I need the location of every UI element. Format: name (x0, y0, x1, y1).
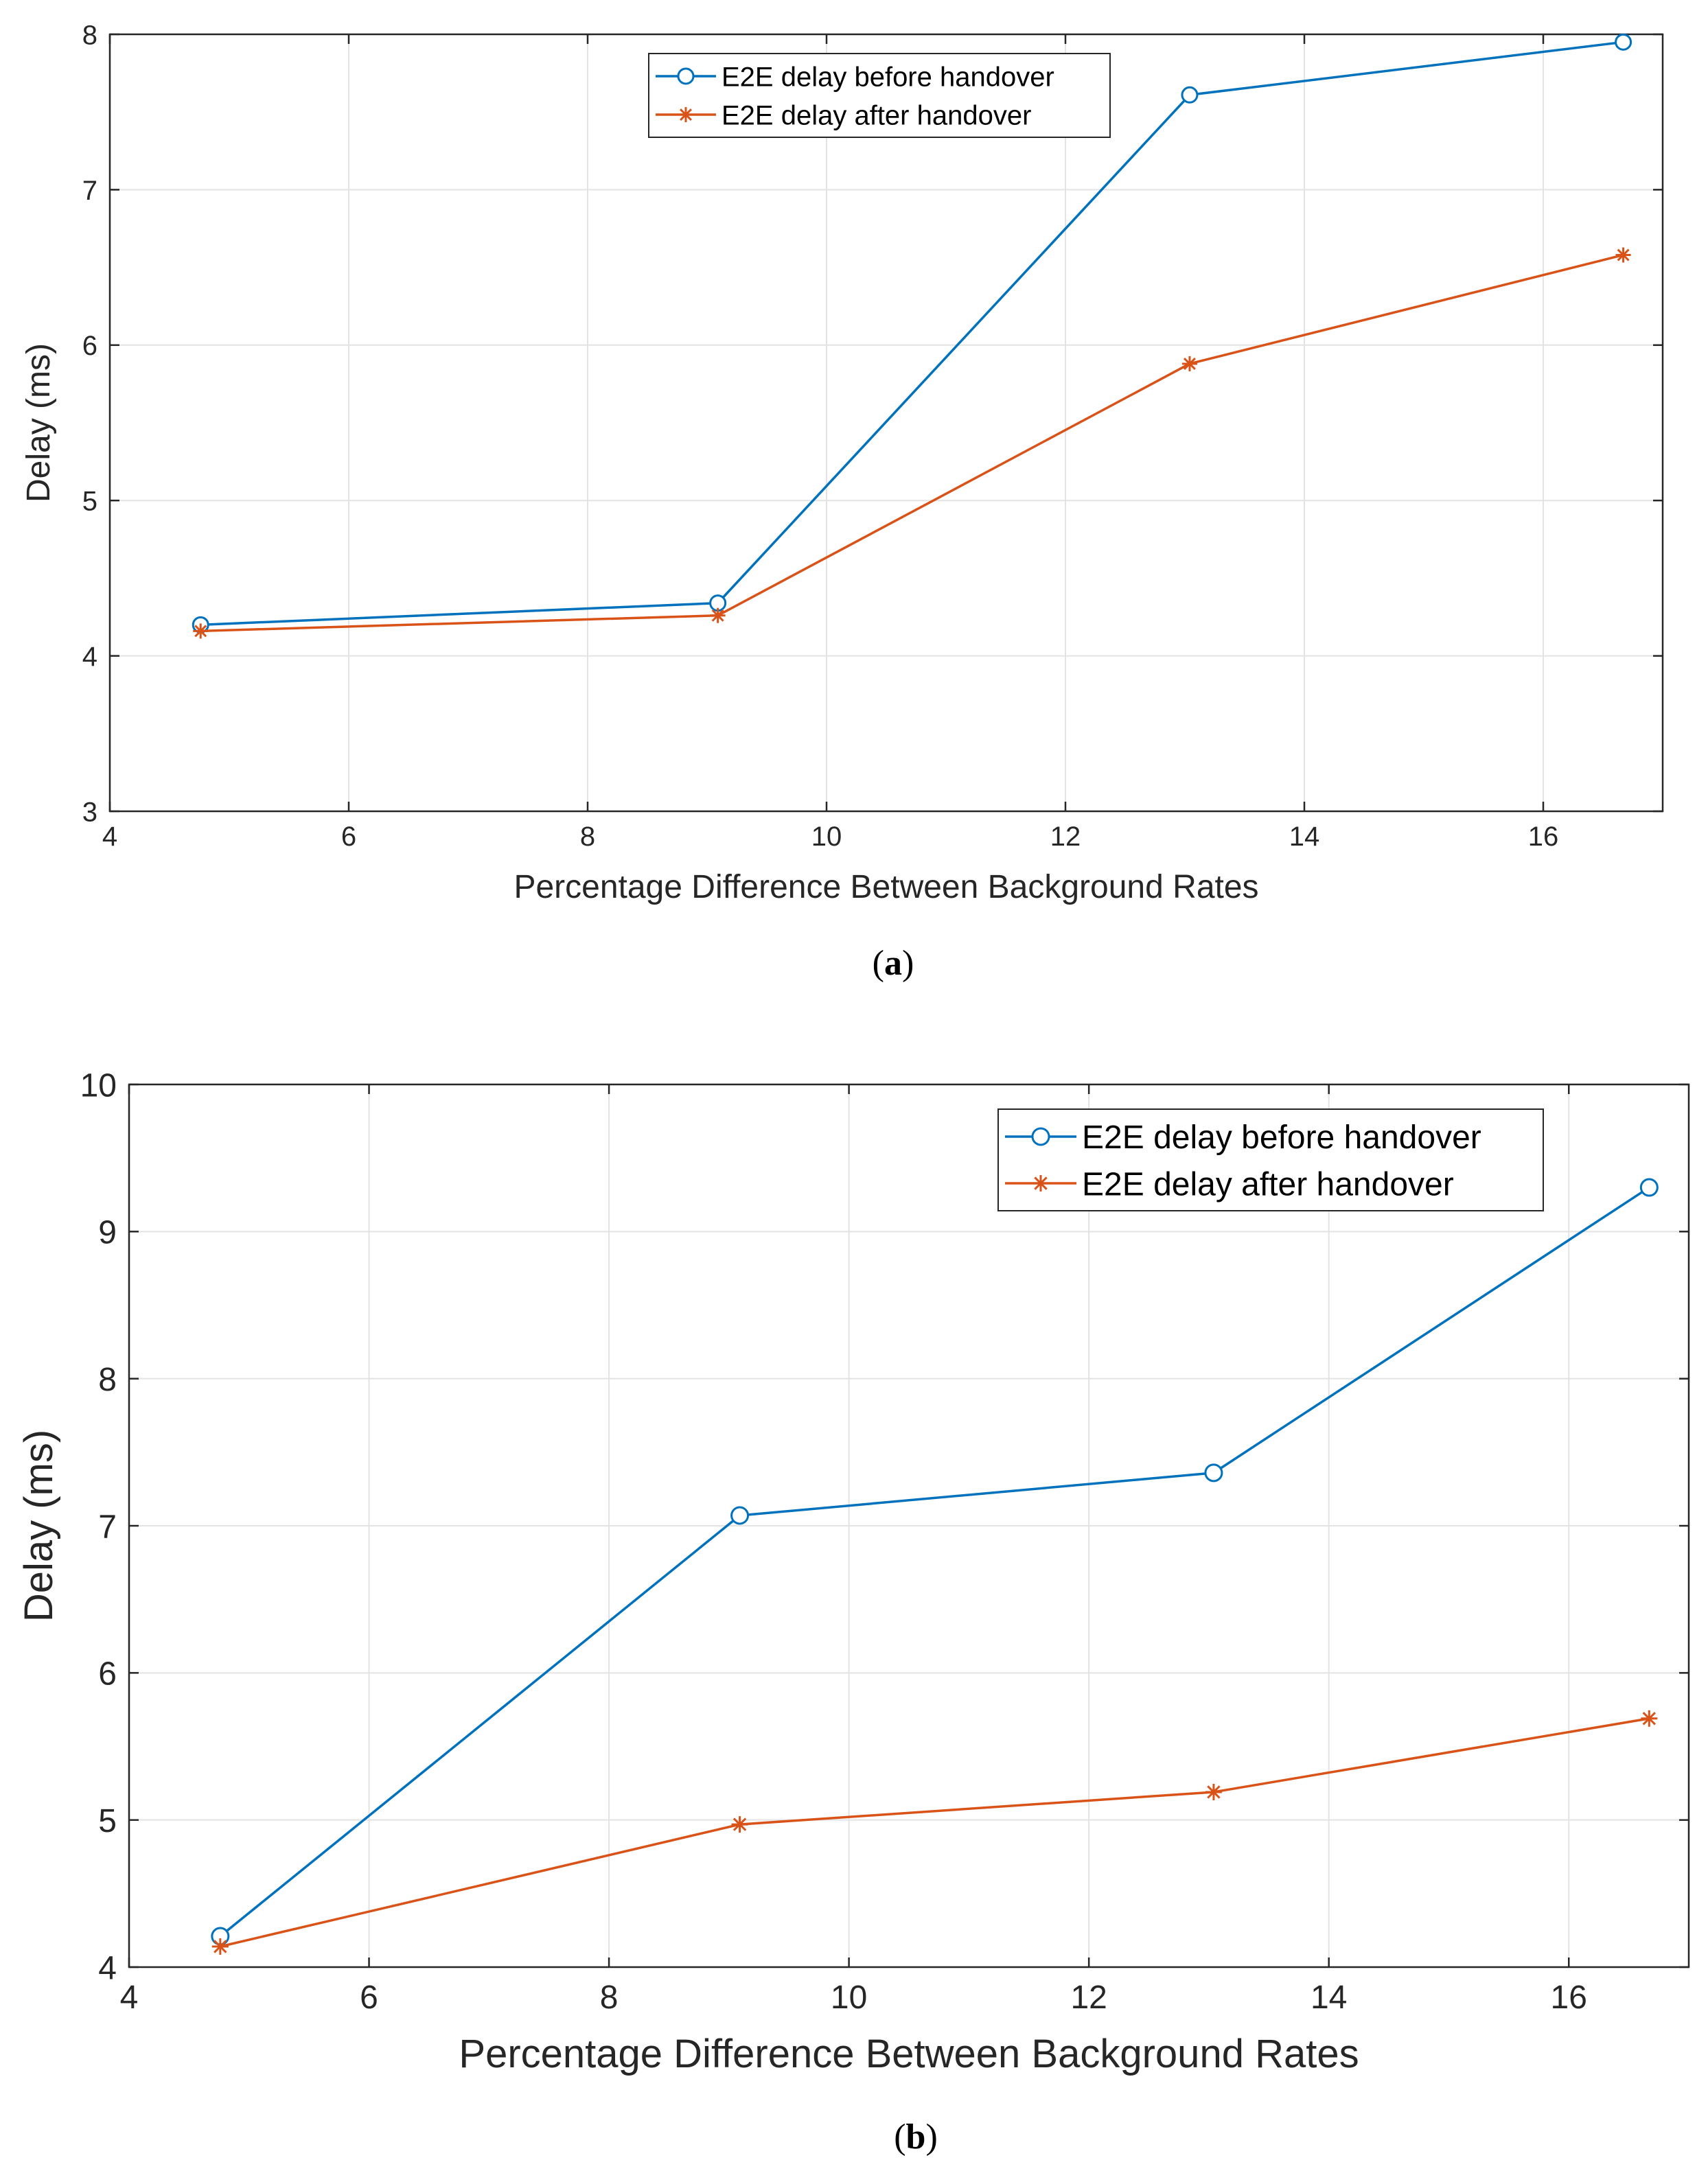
y-tick-label: 7 (98, 1509, 117, 1545)
data-point-after-handover (1205, 1783, 1222, 1800)
y-tick-label: 7 (82, 176, 97, 206)
chart-b: 4 6 8 10 12 14 16 4 5 6 7 8 9 10 Percentage Difference… (16, 1067, 1690, 2157)
y-tick-label: 9 (98, 1215, 117, 1251)
y-tick-label: 8 (82, 20, 97, 50)
legend: E2E delay before handover E2E delay after… (997, 1108, 1544, 1211)
x-tick-label: 14 (1311, 1979, 1347, 2016)
y-tick-label: 5 (82, 487, 97, 517)
y-tick-label: 4 (98, 1950, 117, 1986)
x-tick-label: 16 (1528, 822, 1559, 852)
y-tick-label: 3 (82, 797, 97, 827)
data-point-before-handover (730, 1506, 750, 1525)
x-tick-label: 4 (120, 1979, 139, 2016)
data-point-after-handover (710, 607, 726, 623)
x-tick-label: 8 (580, 822, 595, 852)
legend: E2E delay before handover E2E delay after… (648, 53, 1111, 138)
legend-label: E2E delay after handover (1082, 1166, 1454, 1203)
x-tick-label: 14 (1289, 822, 1320, 852)
data-point-after-handover (193, 623, 209, 639)
data-point-after-handover (1615, 247, 1631, 263)
x-tick-label: 6 (360, 1979, 378, 2016)
y-axis-label: Delay (ms) (16, 1430, 61, 1622)
y-tick-label: 6 (98, 1656, 117, 1693)
y-tick-label: 8 (98, 1362, 117, 1398)
x-axis-label: Percentage Difference Between Background… (459, 2032, 1359, 2076)
legend-label: E2E delay after handover (722, 100, 1031, 130)
y-axis-label: Delay (ms) (21, 343, 57, 502)
legend-marker (678, 107, 693, 123)
x-tick-label: 12 (1070, 1979, 1107, 2016)
axes-box (108, 33, 1664, 813)
data-point-before-handover (1615, 33, 1632, 51)
legend-marker (1031, 1127, 1050, 1146)
data-point-after-handover (1641, 1710, 1658, 1727)
x-tick-label: 4 (102, 822, 117, 852)
x-axis-label: Percentage Difference Between Background… (513, 869, 1258, 905)
y-tick-label: 6 (82, 331, 97, 361)
x-tick-label: 6 (341, 822, 356, 852)
legend-label: E2E delay before handover (1082, 1119, 1481, 1156)
series-line-before-handover (219, 1186, 1650, 1938)
legend-marker (677, 67, 695, 85)
series-line-before-handover (200, 40, 1624, 627)
legend-marker (1032, 1175, 1049, 1192)
x-tick-label: 8 (600, 1979, 619, 2016)
x-tick-label: 10 (831, 1979, 867, 2016)
legend-box (648, 53, 1111, 138)
series-line-after-handover (220, 1717, 1650, 1948)
data-point-after-handover (731, 1816, 748, 1833)
x-tick-label: 16 (1551, 1979, 1587, 2016)
figure-caption: (b) (894, 2117, 938, 2157)
legend-box (997, 1108, 1544, 1211)
data-point-before-handover (1639, 1178, 1659, 1197)
x-tick-label: 12 (1050, 822, 1081, 852)
figure-caption: (a) (873, 944, 914, 983)
y-tick-label: 4 (82, 642, 97, 672)
data-point-before-handover (1204, 1463, 1223, 1483)
y-tick-label: 5 (98, 1803, 117, 1839)
series-line-after-handover (200, 253, 1624, 633)
data-point-after-handover (1181, 356, 1197, 371)
data-point-after-handover (211, 1938, 229, 1955)
y-tick-label: 10 (80, 1067, 117, 1104)
legend-label: E2E delay before handover (722, 62, 1054, 92)
data-point-before-handover (1181, 86, 1199, 104)
x-tick-label: 10 (811, 822, 842, 852)
